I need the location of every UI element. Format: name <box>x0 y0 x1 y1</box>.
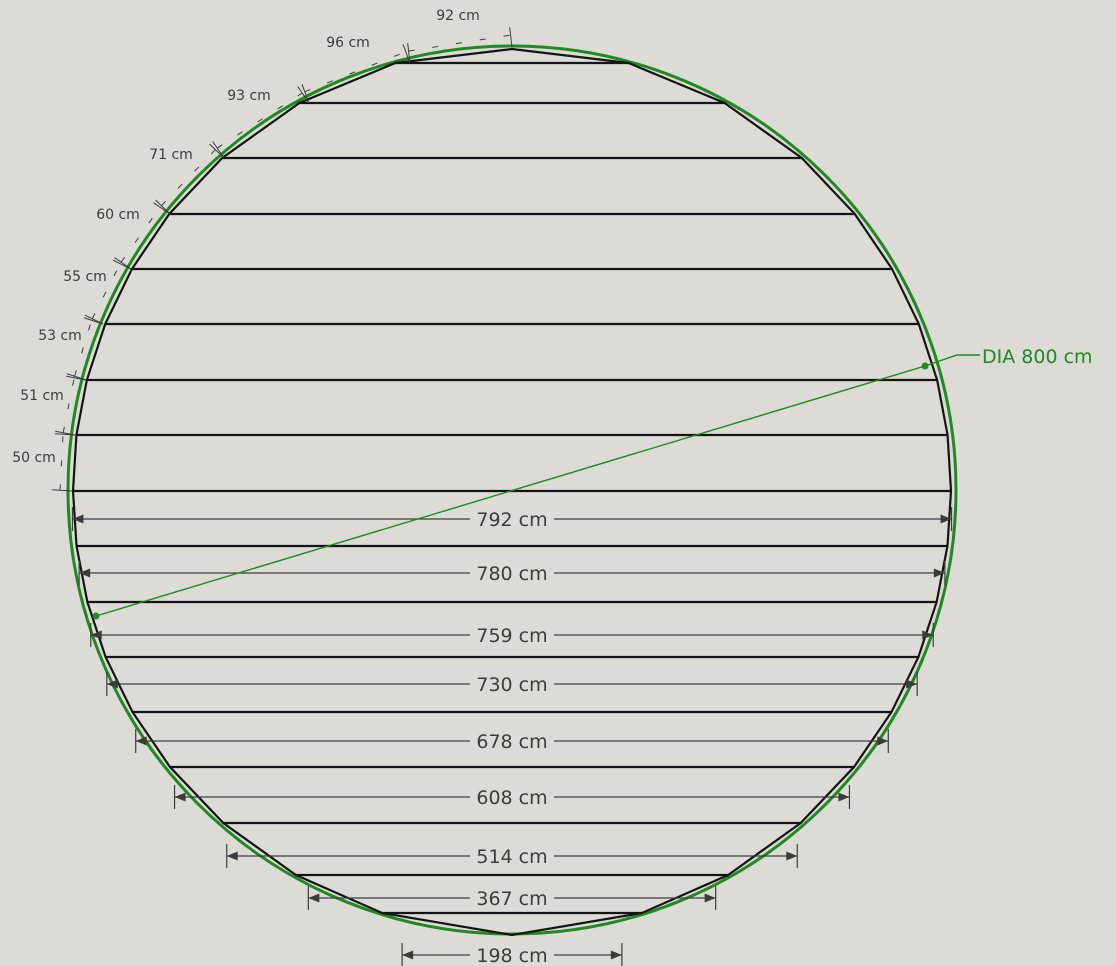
arc-segment-label: 92 cm <box>436 8 480 24</box>
dimension-arrow-right <box>922 630 934 640</box>
arc-dimension-line <box>91 263 121 319</box>
width-label: 608 cm <box>476 787 547 809</box>
dimension-arrow-left <box>402 950 414 960</box>
arc-segment-label: 93 cm <box>227 88 271 104</box>
width-label: 367 cm <box>476 888 547 910</box>
dimension-arrow-right <box>786 851 798 861</box>
arc-dimension-line <box>74 320 93 377</box>
width-dimension: 198 cm <box>401 943 623 966</box>
dimension-arrow-right <box>933 568 945 578</box>
arc-segment-dimension: 71 cm <box>149 143 225 215</box>
diameter-line <box>95 365 926 617</box>
dimension-arrow-right <box>906 679 918 689</box>
width-label: 514 cm <box>476 846 547 868</box>
dimension-arrow-right <box>704 893 716 903</box>
dimension-arrow-left <box>226 851 238 861</box>
width-label: 198 cm <box>476 945 547 966</box>
arc-segment-label: 71 cm <box>149 147 193 163</box>
width-label: 678 cm <box>476 731 547 753</box>
arc-segment-dimension: 55 cm <box>63 259 132 325</box>
dimension-arrow-right <box>877 736 889 746</box>
width-dimension: 608 cm <box>173 785 851 809</box>
arc-tick <box>66 373 87 381</box>
width-dimension: 792 cm <box>71 507 953 531</box>
arc-tick <box>402 44 411 64</box>
width-label: 759 cm <box>476 625 547 647</box>
arc-segment-label: 55 cm <box>63 269 107 285</box>
dimension-arrow-left <box>308 893 320 903</box>
dimension-arrow-left <box>106 679 118 689</box>
arc-segment-dimension: 96 cm <box>301 35 411 104</box>
arc-tick <box>52 489 73 492</box>
arc-tick <box>114 257 132 270</box>
width-label: 730 cm <box>476 674 547 696</box>
width-dimension: 780 cm <box>78 561 946 585</box>
arc-tick <box>212 141 225 159</box>
diameter-endpoint <box>92 612 100 620</box>
arc-dimension-line <box>408 34 511 52</box>
arc-tick <box>509 27 513 48</box>
width-dimension: 759 cm <box>90 623 934 647</box>
dimension-arrow-right <box>838 792 850 802</box>
arc-tick <box>301 84 310 104</box>
arc-dimension-line <box>304 51 406 93</box>
arc-tick <box>407 43 411 64</box>
width-dimension: 367 cm <box>307 886 717 910</box>
arc-segment-label: 53 cm <box>38 328 82 344</box>
arc-segment-label: 60 cm <box>96 207 140 223</box>
arc-tick <box>55 430 76 436</box>
dimension-arrow-left <box>90 630 102 640</box>
arc-dimension-line <box>62 377 75 433</box>
dimension-arrow-left <box>174 792 186 802</box>
arc-tick <box>209 143 225 159</box>
width-label: 780 cm <box>476 563 547 585</box>
width-label: 792 cm <box>476 509 547 531</box>
arc-tick <box>155 199 171 215</box>
dimension-arrow-left <box>72 514 84 524</box>
arc-segment-label: 51 cm <box>20 388 64 404</box>
arc-segment-label: 96 cm <box>326 35 370 51</box>
arc-tick <box>84 314 104 325</box>
arc-segment-dimension: 51 cm <box>20 375 87 436</box>
width-dimension: 678 cm <box>135 729 889 753</box>
diameter-leader <box>924 354 980 367</box>
dimension-arrow-left <box>135 736 147 746</box>
arc-tick <box>297 86 310 104</box>
dimension-arrow-right <box>610 950 622 960</box>
arc-dimension-line <box>216 92 303 149</box>
width-dimension: 730 cm <box>106 672 918 696</box>
arc-segment-dimension: 50 cm <box>12 433 76 492</box>
diameter-label: DIA 800 cm <box>982 346 1093 368</box>
arc-dimension-line <box>59 434 64 491</box>
dimension-arrow-right <box>940 514 952 524</box>
arc-segment-label: 50 cm <box>12 450 56 466</box>
arc-segment-dimension: 92 cm <box>407 8 513 64</box>
arc-segment-dimension: 93 cm <box>212 86 310 159</box>
dimension-arrow-left <box>79 568 91 578</box>
arc-segment-dimension: 60 cm <box>96 202 171 270</box>
diameter-endpoint <box>921 362 929 370</box>
arc-segment-dimension: 53 cm <box>38 317 104 381</box>
arc-tick <box>153 202 171 215</box>
width-dimension: 514 cm <box>226 844 798 868</box>
